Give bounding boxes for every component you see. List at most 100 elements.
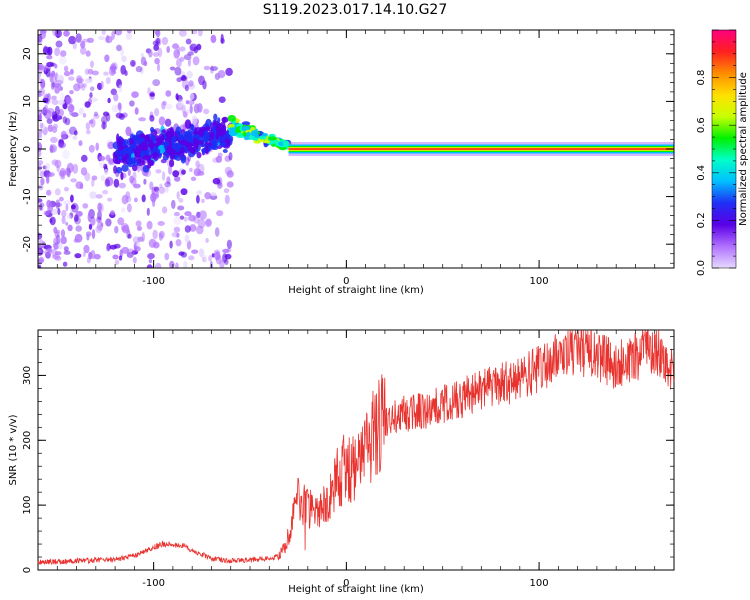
y-tick-label: 0 bbox=[22, 567, 33, 573]
spectrogram-noise-blob bbox=[210, 66, 218, 71]
spectrogram-noise-blob bbox=[82, 38, 90, 43]
colorbar-tick-label: 0.4 bbox=[696, 165, 707, 181]
spectrogram-noise-blob bbox=[62, 116, 67, 124]
spectrogram-noise-blob bbox=[203, 65, 211, 71]
spectrogram-noise-blob bbox=[148, 238, 157, 248]
snr-marks bbox=[37, 330, 675, 565]
spectrogram-noise-blob bbox=[114, 259, 120, 265]
spectrogram-noise-blob bbox=[38, 206, 44, 212]
spectrogram-band-blob bbox=[121, 155, 129, 165]
snr-frame bbox=[37, 329, 675, 571]
spectrogram-band-blob bbox=[139, 137, 146, 142]
spectrogram-noise-blob bbox=[125, 191, 131, 199]
spectrogram-band-blob bbox=[205, 145, 209, 155]
spectrogram-noise-blob bbox=[129, 175, 135, 184]
spectrogram-noise-blob bbox=[184, 84, 189, 92]
spectrogram-noise-blob bbox=[172, 170, 180, 178]
spectrogram-noise-blob bbox=[72, 135, 78, 140]
spectrogram-noise-blob bbox=[218, 96, 226, 103]
spectrogram-noise-blob bbox=[103, 163, 108, 170]
spectrogram-noise-blob bbox=[51, 99, 59, 106]
spectrogram-noise-blob bbox=[54, 202, 63, 208]
spectrogram-noise-blob bbox=[222, 253, 228, 263]
spectrogram-noise-blob bbox=[40, 78, 44, 88]
spectrogram-noise-blob bbox=[76, 77, 84, 84]
spectrogram-noise-blob bbox=[51, 111, 58, 120]
spectrogram-noise-blob bbox=[198, 30, 203, 37]
spectrogram-noise-blob bbox=[116, 44, 122, 52]
spectrogram-noise-blob bbox=[155, 169, 162, 174]
spectrogram-noise-blob bbox=[204, 192, 212, 200]
spectrogram-noise-blob bbox=[102, 120, 106, 130]
spectrogram-noise-blob bbox=[226, 239, 232, 249]
spectrogram-noise-blob bbox=[82, 112, 87, 118]
spectrogram-noise-blob bbox=[43, 210, 50, 216]
spectrogram-noise-blob bbox=[173, 226, 181, 233]
spectrogram-noise-blob bbox=[157, 47, 163, 58]
spectrogram-noise-blob bbox=[63, 250, 71, 255]
spectrogram-noise-blob bbox=[40, 122, 45, 131]
spectrogram-noise-blob bbox=[68, 35, 76, 45]
spectrogram-noise-blob bbox=[107, 97, 111, 104]
spectrogram-noise-blob bbox=[166, 176, 171, 185]
spectrogram-noise-blob bbox=[117, 217, 125, 226]
spectrogram-noise-blob bbox=[185, 157, 190, 166]
spectrogram-noise-blob bbox=[180, 251, 187, 258]
spectrogram-noise-blob bbox=[38, 149, 42, 158]
spectrogram-noise-blob bbox=[133, 183, 141, 189]
spectrogram-noise-blob bbox=[210, 34, 217, 44]
spectrogram-noise-blob bbox=[63, 200, 71, 206]
spectrogram-noise-blob bbox=[140, 66, 144, 75]
spectrogram-noise-blob bbox=[196, 194, 200, 204]
spectrogram-band-blob bbox=[205, 118, 212, 128]
spectrogram-noise-blob bbox=[184, 234, 190, 243]
spectrogram-band-blob bbox=[157, 148, 161, 155]
spectrogram-noise-blob bbox=[157, 221, 165, 226]
spectrogram-noise-blob bbox=[55, 40, 63, 48]
spectrogram-band-blob bbox=[213, 113, 218, 121]
spectrogram-noise-blob bbox=[164, 252, 170, 261]
spectrogram-noise-blob bbox=[47, 124, 54, 132]
spectrogram-noise-blob bbox=[195, 160, 200, 168]
spectrogram-band-blob bbox=[234, 129, 241, 133]
spectrogram-noise-blob bbox=[222, 248, 230, 254]
spectrogram-band-blob bbox=[184, 119, 192, 129]
spectrogram-noise-blob bbox=[140, 52, 144, 58]
spectrogram-noise-blob bbox=[173, 211, 180, 217]
colorbar-tick-label: 0.2 bbox=[696, 212, 707, 228]
snr-y-axis-label: SNR (10 * v/v) bbox=[8, 414, 19, 485]
spectrogram-noise-blob bbox=[155, 30, 161, 38]
spectrogram-noise-blob bbox=[134, 107, 139, 115]
spectrogram-band-blob bbox=[219, 141, 227, 147]
spectrogram-noise-blob bbox=[84, 68, 90, 75]
spectrogram-band-blob bbox=[227, 123, 235, 129]
spectrogram-noise-blob bbox=[124, 70, 128, 77]
spectrogram-band-blob bbox=[126, 149, 135, 154]
spectrogram-band-blob bbox=[283, 140, 290, 148]
spectrogram-noise-blob bbox=[65, 167, 71, 176]
spectrogram-noise-blob bbox=[105, 35, 113, 44]
spectrogram-noise-blob bbox=[210, 65, 214, 74]
spectrogram-noise-blob bbox=[87, 212, 92, 223]
spectrogram-noise-blob bbox=[54, 47, 60, 57]
spectrogram-noise-blob bbox=[115, 112, 124, 119]
spectrogram-noise-blob bbox=[191, 115, 198, 126]
spectrogram-noise-blob bbox=[191, 249, 199, 254]
spectrogram-noise-blob bbox=[80, 40, 86, 49]
spectrogram-noise-blob bbox=[55, 199, 60, 210]
spectrogram-band-blob bbox=[161, 129, 167, 134]
spectrogram-noise-blob bbox=[70, 68, 74, 75]
spectrogram-noise-blob bbox=[56, 74, 65, 85]
spectrogram-noise-blob bbox=[130, 59, 136, 67]
spectrogram-noise-blob bbox=[121, 55, 127, 63]
spectrogram-noise-blob bbox=[70, 178, 77, 183]
spectrogram-band-blob bbox=[242, 131, 247, 137]
spectrogram-noise-blob bbox=[89, 92, 93, 99]
spectrogram-band-blob bbox=[187, 134, 193, 144]
spectrogram-noise-blob bbox=[97, 202, 102, 212]
spectrogram-noise-blob bbox=[93, 253, 101, 260]
spectrogram-noise-blob bbox=[91, 70, 99, 76]
colorbar: 0.0 0.2 0.4 0.6 0.8 Normalized spectral ampl… bbox=[696, 29, 749, 276]
spectrogram-noise-blob bbox=[38, 129, 43, 134]
